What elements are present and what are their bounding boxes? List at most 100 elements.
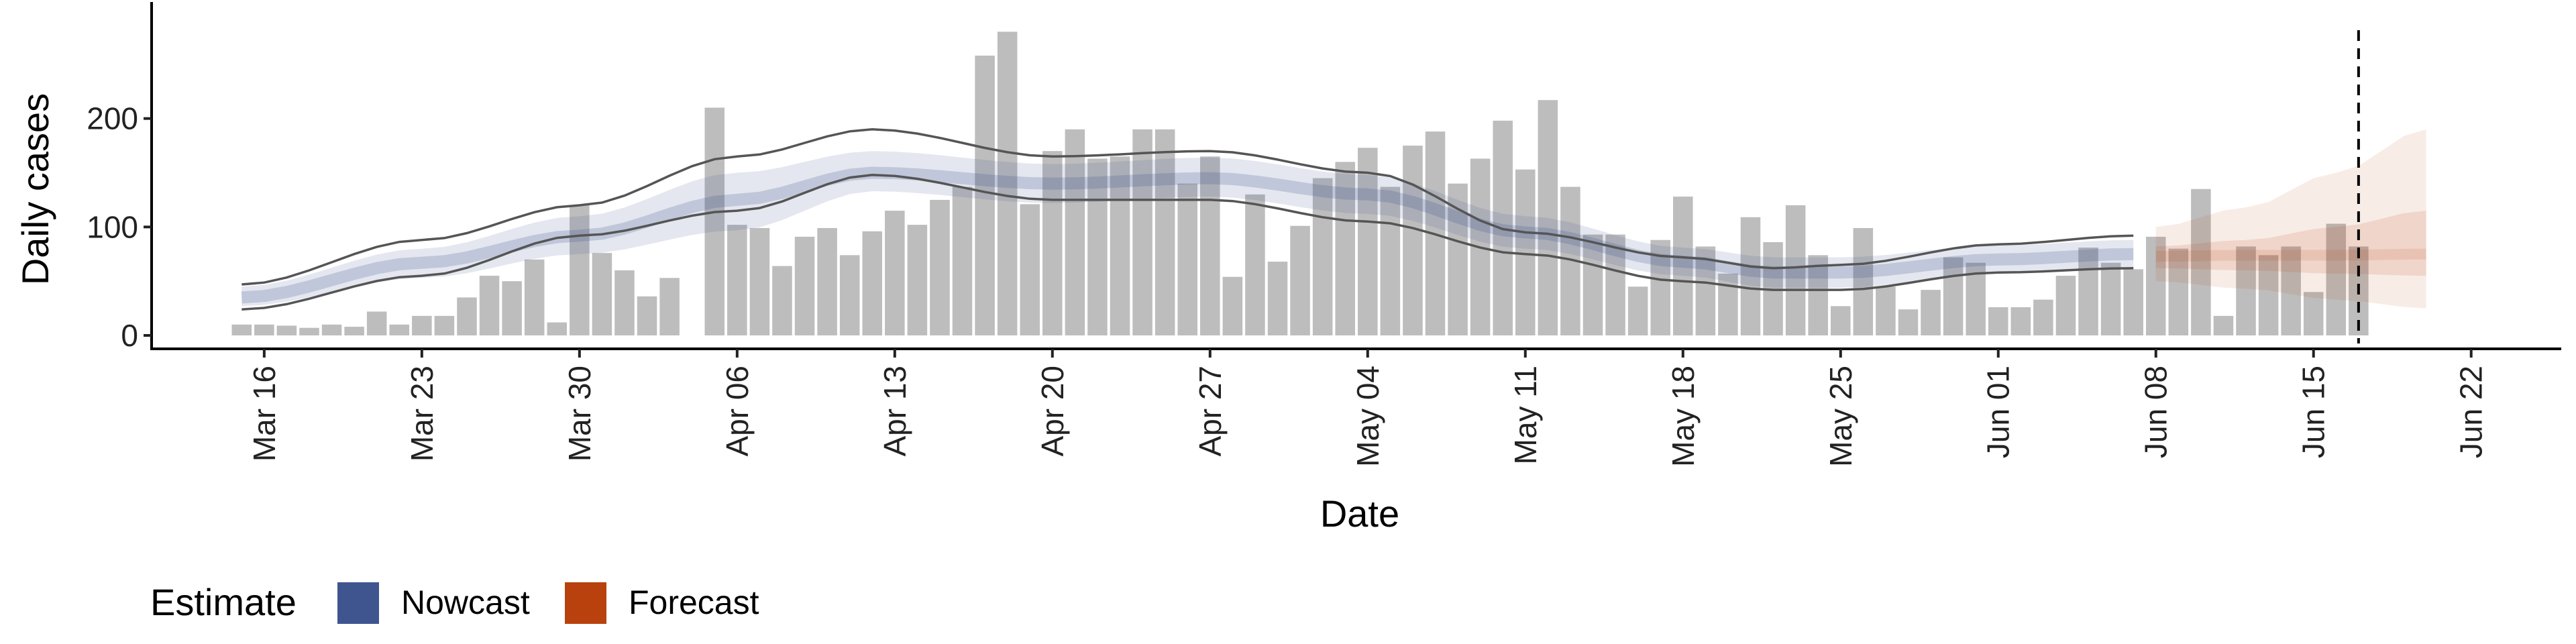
bar: [1672, 197, 1693, 335]
bar: [434, 315, 455, 335]
x-ticks: Mar 16 Mar 23 Mar 30 Apr 06 Apr 13 Apr 20 Apr …: [247, 349, 2489, 467]
bar: [2123, 269, 2143, 335]
y-ticks: 0 100 200: [87, 101, 152, 353]
bar: [997, 32, 1018, 335]
y-tick-label: 100: [87, 209, 138, 244]
bar: [1740, 217, 1761, 335]
bar: [254, 324, 274, 335]
forecast-band-90: [2155, 129, 2426, 309]
bar: [2213, 315, 2234, 335]
bar: [794, 236, 815, 335]
bar: [1312, 178, 1333, 335]
bar: [1200, 156, 1220, 335]
bar: [1898, 309, 1919, 335]
y-tick-label: 0: [121, 318, 138, 353]
bar: [1582, 234, 1603, 335]
bar: [2236, 246, 2256, 335]
bar: [862, 231, 883, 335]
bar: [952, 186, 973, 335]
x-tick-label: Apr 20: [1035, 366, 1070, 457]
bar: [1087, 158, 1108, 335]
bar: [2258, 255, 2279, 335]
bar: [299, 327, 319, 335]
y-axis: 0 100 200: [87, 2, 153, 353]
bar: [2010, 307, 2031, 335]
bar: [389, 324, 410, 335]
bar: [1358, 148, 1378, 336]
bar: [547, 322, 568, 335]
bar: [1222, 276, 1243, 335]
forecast-band-50: [2155, 211, 2426, 276]
bar: [1065, 129, 1085, 336]
bar: [930, 199, 950, 335]
bar: [1627, 286, 1648, 335]
lines-layer: [241, 128, 2134, 311]
legend-swatch-nowcast: [337, 582, 379, 624]
bar: [1808, 255, 1828, 335]
bar: [524, 259, 545, 335]
bar: [412, 315, 432, 335]
bar: [975, 55, 995, 336]
bar: [1853, 227, 1874, 335]
x-tick-label: Mar 16: [247, 366, 282, 462]
bar: [2033, 299, 2053, 335]
x-axis-title: Date: [1320, 492, 1399, 535]
y-tick-label: 200: [87, 101, 138, 136]
legend-label-forecast: Forecast: [629, 584, 759, 621]
plot-area: [231, 30, 2426, 343]
bar: [2078, 248, 2098, 335]
bar: [1132, 129, 1152, 336]
bar: [1830, 306, 1851, 335]
x-axis: Mar 16 Mar 23 Mar 30 Apr 06 Apr 13 Apr 20 Apr …: [150, 347, 2561, 467]
bar: [2191, 189, 2211, 335]
bar: [885, 211, 905, 335]
bar: [592, 253, 612, 335]
bar: [502, 281, 522, 335]
bar: [457, 297, 477, 335]
bar: [727, 225, 747, 335]
bar: [1943, 257, 1964, 335]
bar: [570, 205, 590, 335]
legend: Estimate Nowcast Forecast: [150, 581, 759, 624]
bar: [344, 327, 364, 335]
bar: [1335, 162, 1355, 336]
x-tick-label: Jun 22: [2454, 366, 2489, 458]
bar: [637, 296, 657, 335]
x-tick-label: Mar 30: [562, 366, 597, 462]
bar: [1380, 186, 1401, 335]
bar: [1695, 246, 1716, 335]
forecast-median: [2155, 248, 2426, 262]
x-tick-label: Jun 15: [2296, 366, 2331, 458]
bar: [749, 227, 770, 335]
bar: [1785, 205, 1806, 335]
bar: [2281, 246, 2301, 335]
bar: [659, 278, 680, 335]
x-tick-label: May 18: [1666, 366, 1701, 467]
bar: [2055, 276, 2076, 335]
x-tick-label: May 11: [1508, 366, 1543, 464]
bar: [321, 324, 342, 335]
nowcast-band-90: [241, 151, 2134, 307]
bar: [231, 324, 252, 335]
bar: [2326, 223, 2347, 335]
bar: [2168, 248, 2189, 335]
bar: [1403, 146, 1423, 336]
bar: [1245, 194, 1265, 335]
x-tick-label: Mar 23: [405, 366, 439, 462]
bar: [1988, 307, 2008, 335]
legend-label-nowcast: Nowcast: [401, 584, 530, 621]
legend-swatch-forecast: [565, 582, 606, 624]
x-tick-label: May 04: [1350, 366, 1385, 467]
bar: [772, 266, 792, 335]
x-tick-label: Apr 27: [1193, 366, 1228, 457]
bar: [1538, 100, 1558, 335]
bar: [1267, 262, 1288, 335]
bar: [366, 311, 387, 335]
bar: [276, 325, 297, 335]
bar: [614, 270, 635, 335]
bar: [1605, 234, 1625, 335]
bars-layer: [231, 32, 2369, 336]
x-tick-label: Jun 01: [1981, 366, 2016, 458]
bar: [1177, 183, 1197, 335]
bar: [1020, 204, 1040, 335]
